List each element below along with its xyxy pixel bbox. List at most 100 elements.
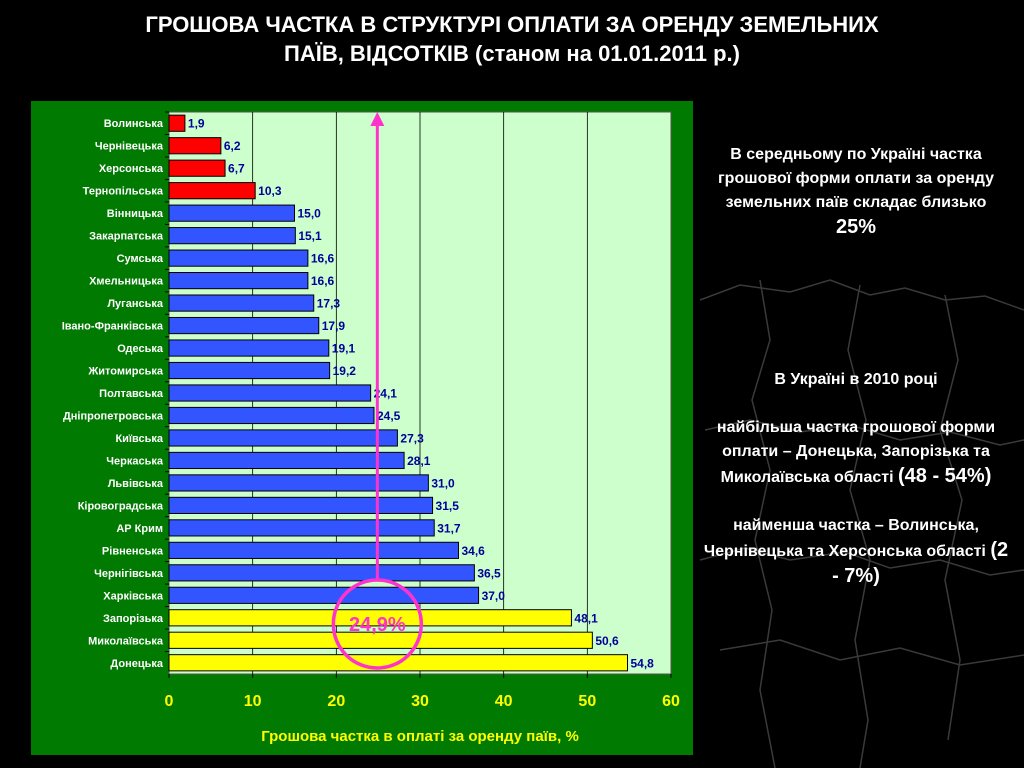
bar [168,519,435,537]
note-2010-min-value: (2 - 7%) [832,539,1009,587]
value-label: 28,1 [407,454,431,468]
category-label: Рівненська [102,545,164,557]
slide-title: ГРОШОВА ЧАСТКА В СТРУКТУРІ ОПЛАТИ ЗА ОРЕ… [0,10,1024,68]
bar [168,249,309,267]
value-label: 54,8 [630,656,654,670]
bar [168,204,295,222]
value-label: 24,1 [374,387,398,401]
x-tick-label: 30 [411,693,429,710]
value-label: 19,2 [333,364,357,378]
category-label: Черкаська [106,455,164,467]
bar-chart: 0 10 20 30 40 50 60 Волинська 1,9 Чернівецька 6,2 Х… [62,111,680,745]
bar [168,227,296,245]
category-label: Сумська [117,253,164,265]
category-label: Херсонська [99,163,164,175]
note-2010-min: найменша частка – Волинська, Чернівецька… [700,514,1012,590]
bar [168,474,429,492]
category-label: Закарпатська [89,231,164,243]
category-label: Чернігівська [94,568,164,580]
category-label: Одеська [117,343,164,355]
note-average-text: В середньому по Україні частка грошової … [718,146,994,211]
bar [168,496,434,514]
category-label: Запорізька [103,613,164,625]
x-axis-title: Грошова частка в оплаті за оренду паїв, … [261,728,579,745]
category-label: Вінницька [107,208,164,220]
bar [168,586,480,604]
bar [168,272,309,290]
category-label: Миколаївська [88,635,164,647]
note-2010-max: найбільша частка грошової форми оплати –… [700,416,1012,490]
category-label: Київська [115,433,163,445]
value-label: 31,7 [437,521,461,535]
bar [168,114,186,132]
note-2010-heading: В Україні в 2010 році [774,371,938,388]
chart-panel: 0 10 20 30 40 50 60 Волинська 1,9 Чернівецька 6,2 Х… [31,101,693,755]
bar [168,137,222,155]
x-tick-label: 60 [662,693,680,710]
bar [168,316,320,335]
category-label: Чернівецька [95,141,164,153]
x-tick-label: 20 [327,693,345,710]
bar [168,294,315,312]
value-label: 16,6 [311,252,335,266]
note-2010: В Україні в 2010 році найбільша частка г… [700,368,1012,590]
category-label: Львівська [108,478,164,490]
value-label: 15,1 [298,229,322,243]
bar [168,159,226,177]
value-label: 48,1 [574,611,598,625]
title-line-2: ПАЇВ, ВІДСОТКІВ (станом на 01.01.2011 р.… [284,41,740,66]
average-circle [331,578,424,670]
bar [168,361,331,380]
x-tick-label: 10 [244,693,262,710]
category-label: Дніпропетровська [63,410,164,422]
value-label: 31,5 [436,499,460,513]
value-label: 34,6 [461,544,485,558]
bar [168,406,375,425]
bar [168,541,459,559]
category-label: Луганська [107,298,164,310]
value-label: 37,0 [482,589,506,603]
note-2010-min-text: найменша частка – Волинська, Чернівецька… [703,517,986,560]
note-average: В середньому по Україні частка грошової … [706,143,1006,241]
category-label: Донецька [110,658,163,670]
bar [168,384,372,402]
average-arrow-head [370,112,385,126]
value-label: 15,0 [298,207,322,221]
bar [168,339,330,357]
bar [168,429,398,447]
bar [168,564,475,582]
value-label: 17,9 [322,319,346,333]
value-label: 31,0 [431,476,455,490]
value-label: 19,1 [332,342,356,356]
value-label: 6,2 [224,139,241,153]
category-label: Волинська [104,118,164,130]
value-label: 6,7 [228,162,245,176]
note-average-value: 25% [835,216,877,238]
category-label: Полтавська [99,388,164,400]
value-label: 36,5 [477,566,501,580]
note-2010-max-value: (48 - 54%) [898,465,992,487]
bar [168,609,572,627]
title-line-1: ГРОШОВА ЧАСТКА В СТРУКТУРІ ОПЛАТИ ЗА ОРЕ… [145,12,879,37]
value-label: 1,9 [188,117,205,131]
value-label: 50,6 [595,634,619,648]
bar [168,182,256,200]
value-label: 16,6 [311,274,335,288]
bar [168,631,593,649]
category-label: Івано-Франківська [62,321,164,333]
note-2010-max-text: найбільша частка грошової форми оплати –… [716,419,996,486]
category-label: Кіровоградська [78,500,164,512]
category-label: Житомирська [87,366,164,378]
x-tick-label: 40 [495,693,513,710]
category-label: Тернопільська [83,186,164,198]
category-label: Харківська [103,590,164,602]
x-tick-label: 0 [165,693,174,710]
bar [168,451,405,470]
category-label: АР Крим [116,523,163,535]
value-label: 27,3 [400,431,424,445]
value-label: 17,3 [317,297,341,311]
average-label: 24,9% [349,614,406,636]
category-label: Хмельницька [89,276,164,288]
x-tick-label: 50 [578,693,596,710]
